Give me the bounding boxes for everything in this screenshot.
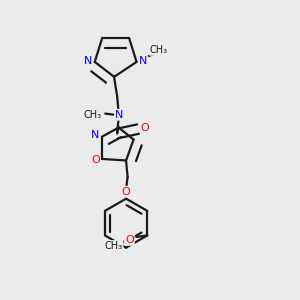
Text: O: O xyxy=(121,187,130,197)
Text: O: O xyxy=(125,235,134,245)
Text: N: N xyxy=(139,56,147,66)
Text: CH₃: CH₃ xyxy=(83,110,101,120)
Text: N: N xyxy=(84,56,92,66)
Text: CH₃: CH₃ xyxy=(104,241,123,251)
Text: N: N xyxy=(115,110,123,120)
Text: N: N xyxy=(91,130,99,140)
Text: O: O xyxy=(140,123,149,133)
Text: O: O xyxy=(91,155,100,166)
Text: CH₃: CH₃ xyxy=(150,45,168,55)
